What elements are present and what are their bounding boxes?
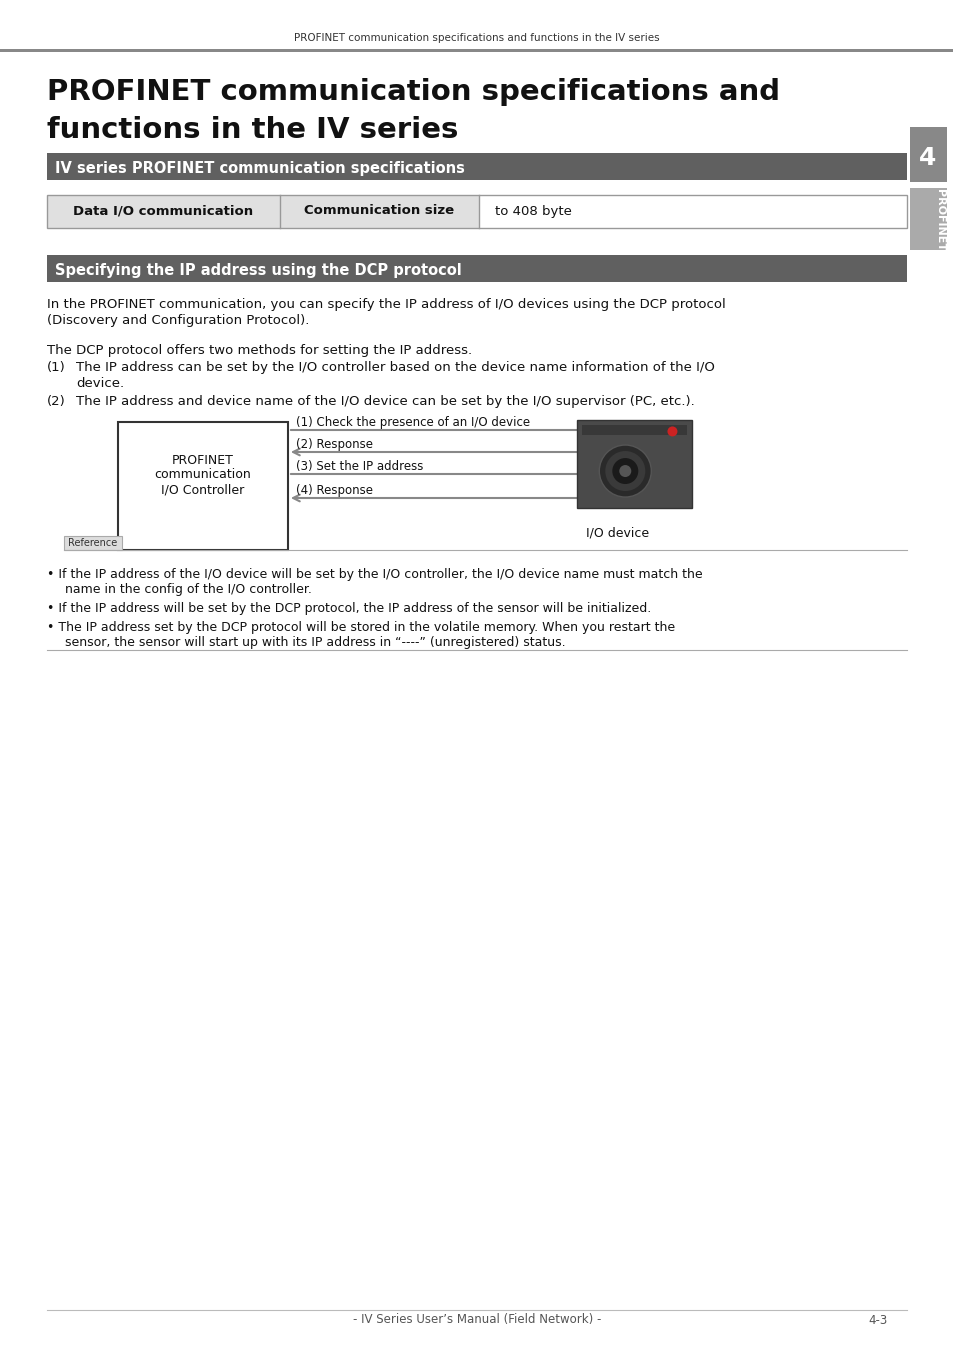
Bar xyxy=(47,255,906,282)
Text: I/O Controller: I/O Controller xyxy=(161,484,244,496)
Text: Specifying the IP address using the DCP protocol: Specifying the IP address using the DCP … xyxy=(55,263,461,278)
Text: (1) Check the presence of an I/O device: (1) Check the presence of an I/O device xyxy=(295,417,530,429)
Bar xyxy=(577,421,691,508)
Text: Reference: Reference xyxy=(69,538,117,549)
Text: Communication size: Communication size xyxy=(304,205,454,217)
Circle shape xyxy=(667,426,677,437)
Text: (1): (1) xyxy=(47,361,66,373)
Text: sensor, the sensor will start up with its IP address in “----” (unregistered) st: sensor, the sensor will start up with it… xyxy=(57,636,565,648)
Text: to 408 byte: to 408 byte xyxy=(495,205,571,217)
Text: 4-3: 4-3 xyxy=(867,1313,886,1326)
Text: In the PROFINET communication, you can specify the IP address of I/O devices usi: In the PROFINET communication, you can s… xyxy=(47,298,725,311)
Text: 4: 4 xyxy=(919,146,936,170)
Text: (2) Response: (2) Response xyxy=(295,438,373,452)
Bar xyxy=(909,127,946,182)
Text: (4) Response: (4) Response xyxy=(295,484,373,497)
Text: PROFINET: PROFINET xyxy=(934,189,944,251)
Bar xyxy=(0,49,953,53)
Text: • If the IP address will be set by the DCP protocol, the IP address of the senso: • If the IP address will be set by the D… xyxy=(47,603,651,615)
Text: name in the config of the I/O controller.: name in the config of the I/O controller… xyxy=(57,582,312,596)
Bar xyxy=(47,195,906,228)
Text: IV series PROFINET communication specifications: IV series PROFINET communication specifi… xyxy=(55,160,464,175)
Text: - IV Series User’s Manual (Field Network) -: - IV Series User’s Manual (Field Network… xyxy=(353,1313,600,1326)
Text: communication: communication xyxy=(154,469,251,481)
Text: The DCP protocol offers two methods for setting the IP address.: The DCP protocol offers two methods for … xyxy=(47,344,472,357)
Text: (2): (2) xyxy=(47,395,66,408)
Circle shape xyxy=(604,452,644,491)
Bar xyxy=(118,422,288,550)
Circle shape xyxy=(612,458,638,484)
Circle shape xyxy=(618,465,631,477)
Text: device.: device. xyxy=(76,377,124,390)
Text: • The IP address set by the DCP protocol will be stored in the volatile memory. : • The IP address set by the DCP protocol… xyxy=(47,621,675,634)
Text: functions in the IV series: functions in the IV series xyxy=(47,116,457,144)
Text: The IP address can be set by the I/O controller based on the device name informa: The IP address can be set by the I/O con… xyxy=(76,361,714,373)
Circle shape xyxy=(598,445,651,497)
Bar xyxy=(64,537,122,550)
Text: Data I/O communication: Data I/O communication xyxy=(72,205,253,217)
Text: PROFINET communication specifications and functions in the IV series: PROFINET communication specifications an… xyxy=(294,32,659,43)
Text: PROFINET: PROFINET xyxy=(172,453,233,466)
Text: (Discovery and Configuration Protocol).: (Discovery and Configuration Protocol). xyxy=(47,314,309,328)
Text: (3) Set the IP address: (3) Set the IP address xyxy=(295,460,423,473)
Text: • If the IP address of the I/O device will be set by the I/O controller, the I/O: • If the IP address of the I/O device wi… xyxy=(47,568,702,581)
Text: The IP address and device name of the I/O device can be set by the I/O superviso: The IP address and device name of the I/… xyxy=(76,395,694,408)
Text: I/O device: I/O device xyxy=(586,527,649,541)
Bar xyxy=(909,187,946,249)
Text: PROFINET communication specifications and: PROFINET communication specifications an… xyxy=(47,78,780,106)
Bar xyxy=(47,154,906,181)
Bar xyxy=(581,425,686,435)
Bar xyxy=(47,195,478,228)
